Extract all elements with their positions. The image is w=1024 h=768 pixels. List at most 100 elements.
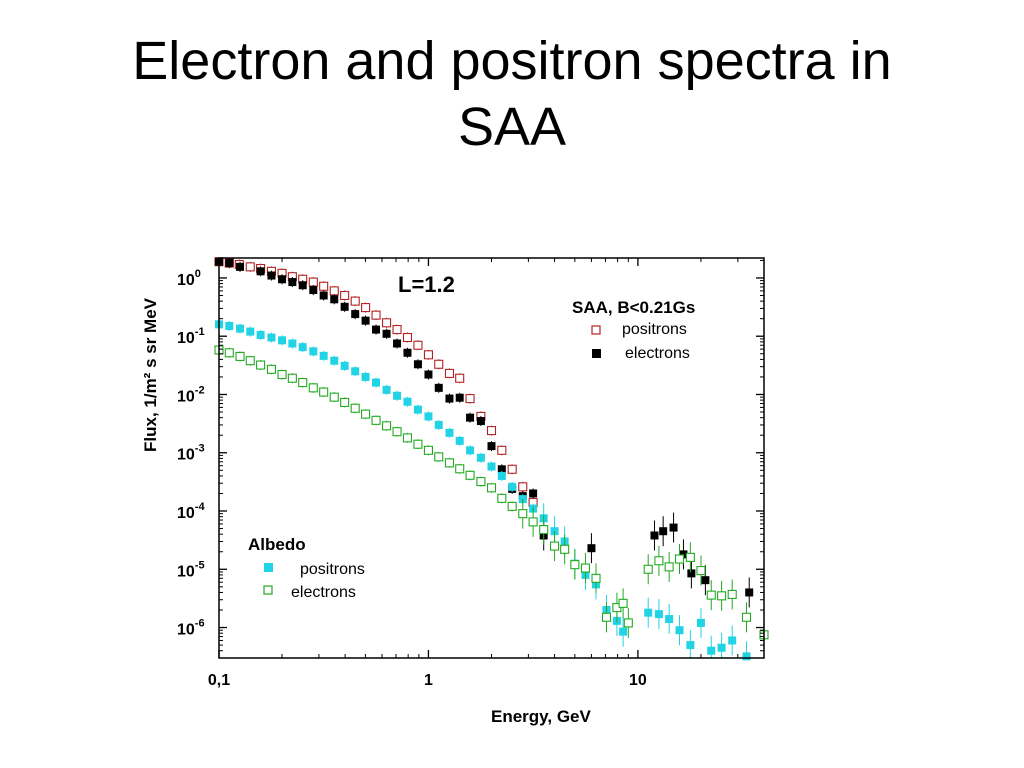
data-point <box>382 385 391 394</box>
data-point <box>423 445 433 455</box>
data-point <box>717 591 727 601</box>
y-tick-label: 10-6 <box>177 618 205 639</box>
data-point <box>445 428 454 437</box>
data-point <box>728 636 737 645</box>
data-point <box>466 413 475 422</box>
data-point <box>402 332 413 343</box>
data-point <box>403 397 412 406</box>
data-point <box>319 281 329 291</box>
data-point <box>236 262 245 271</box>
data-point <box>486 483 497 493</box>
data-point <box>434 420 443 429</box>
data-point <box>518 482 528 492</box>
data-point <box>371 310 381 320</box>
data-point <box>445 394 454 403</box>
data-point <box>434 452 444 462</box>
data-point <box>424 370 433 379</box>
data-point <box>361 372 370 381</box>
data-point <box>256 267 265 276</box>
data-point <box>372 325 381 334</box>
y-tick-label: 100 <box>177 268 201 289</box>
data-point <box>329 392 339 402</box>
y-tick-label: 10-1 <box>177 326 205 347</box>
data-point <box>245 356 255 366</box>
data-point <box>497 465 506 474</box>
legend-albedo-positrons-marker <box>264 563 273 572</box>
data-point <box>727 589 737 599</box>
data-point <box>350 403 360 413</box>
data-point <box>424 412 433 421</box>
data-point <box>650 531 659 540</box>
legend-saa: SAA, B<0.21Gs positrons electrons <box>572 298 695 362</box>
data-point <box>329 286 339 296</box>
data-marks <box>214 257 769 661</box>
data-point <box>560 544 570 554</box>
data-point <box>587 544 596 553</box>
data-point <box>278 275 287 284</box>
data-point <box>319 387 329 397</box>
data-point <box>696 618 705 627</box>
legend-albedo-electrons-label: electrons <box>291 584 356 601</box>
data-point <box>434 383 443 392</box>
data-point <box>745 588 754 597</box>
data-point <box>402 433 413 443</box>
data-point <box>570 560 580 570</box>
data-point <box>351 310 360 319</box>
legend-albedo-title: Albedo <box>248 535 306 554</box>
legend-saa-title: SAA, B<0.21Gs <box>572 298 695 317</box>
annotation-l-value: L=1.2 <box>398 272 455 297</box>
data-point <box>361 316 370 325</box>
data-point <box>309 286 318 295</box>
data-point <box>665 615 674 624</box>
y-tick-label: 10-3 <box>177 443 205 464</box>
data-point <box>236 324 245 333</box>
x-tick-label: 1 <box>424 672 433 689</box>
data-point <box>423 350 433 360</box>
data-point <box>288 278 297 287</box>
data-point <box>403 348 412 357</box>
data-point <box>382 421 392 431</box>
data-point <box>330 295 339 304</box>
data-point <box>687 569 696 578</box>
data-point <box>340 290 350 301</box>
data-point <box>466 446 475 455</box>
data-point <box>309 347 318 356</box>
data-point <box>330 356 339 365</box>
series-saa-electrons <box>215 257 754 608</box>
data-point <box>580 563 591 573</box>
data-point <box>455 464 465 474</box>
slide-title-line-1: Electron and positron spectra in <box>132 31 892 91</box>
data-point <box>319 351 328 360</box>
data-point <box>371 415 381 425</box>
data-point <box>465 394 475 404</box>
data-point <box>507 501 517 511</box>
data-point <box>601 612 612 622</box>
x-tick-label: 0,1 <box>208 672 230 689</box>
data-point <box>225 321 234 330</box>
data-point <box>246 327 255 336</box>
data-point <box>444 458 455 468</box>
data-point <box>644 608 653 617</box>
data-point <box>266 364 277 374</box>
y-tick-exponent: 0 <box>195 268 201 280</box>
series-albedo-positrons <box>215 319 751 661</box>
data-point <box>706 590 716 600</box>
data-point <box>392 325 402 335</box>
y-tick-exponent: -2 <box>195 384 205 396</box>
data-point <box>619 627 628 636</box>
data-point <box>528 517 538 527</box>
data-point <box>267 271 276 280</box>
data-point <box>455 436 464 445</box>
data-point <box>486 426 497 436</box>
data-point <box>476 477 486 487</box>
data-point <box>298 343 307 352</box>
data-point <box>455 393 464 402</box>
data-point <box>382 329 391 338</box>
data-point <box>392 427 402 437</box>
legend-saa-positrons-label: positrons <box>622 321 687 338</box>
data-point <box>413 340 423 350</box>
y-tick-exponent: -3 <box>195 443 205 455</box>
data-point <box>529 489 538 498</box>
legend-albedo-electrons-marker <box>263 585 273 595</box>
